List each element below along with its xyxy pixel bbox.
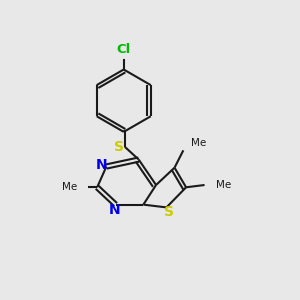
Text: S: S: [114, 140, 124, 154]
Text: N: N: [109, 203, 120, 217]
Text: Cl: Cl: [117, 44, 131, 56]
Text: N: N: [95, 158, 107, 172]
Text: Me: Me: [191, 138, 206, 148]
Text: Me: Me: [62, 182, 77, 192]
Text: S: S: [164, 205, 174, 219]
Text: Me: Me: [216, 180, 231, 190]
